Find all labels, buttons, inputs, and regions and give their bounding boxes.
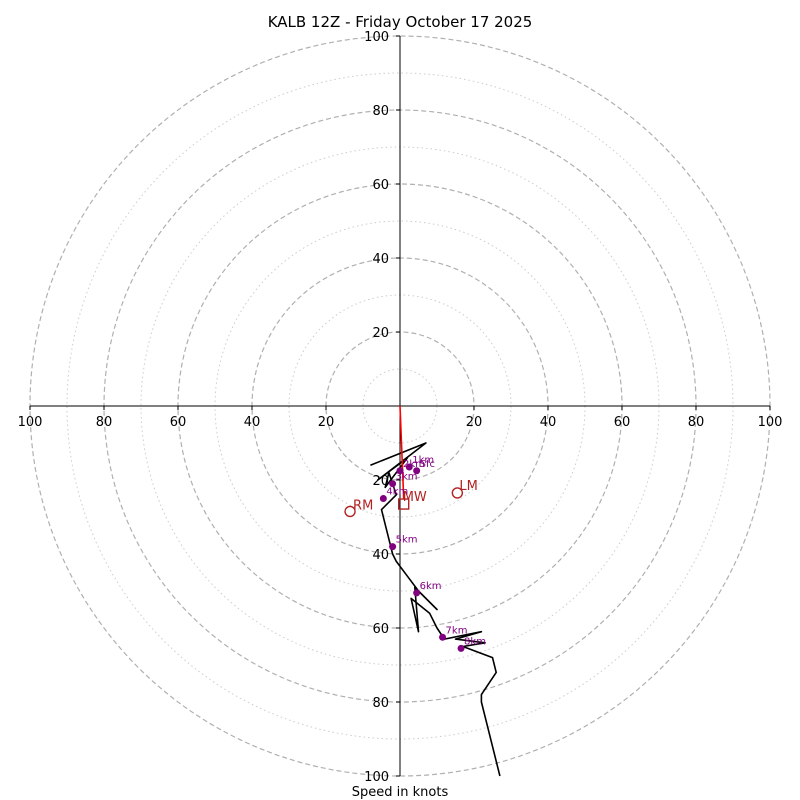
tick-label-top: 80 xyxy=(372,104,389,119)
height-marker-6km xyxy=(413,589,421,597)
tick-label-right: 20 xyxy=(466,415,483,430)
rm-marker xyxy=(344,505,356,518)
height-marker-1km xyxy=(405,463,413,471)
tick-label-right: 80 xyxy=(688,415,705,430)
x-axis-label: Speed in knots xyxy=(352,785,449,800)
storm-motion-line xyxy=(399,405,405,499)
mw-marker xyxy=(398,498,410,510)
tick-label-left: 40 xyxy=(244,415,261,430)
hodograph-trace xyxy=(370,442,501,777)
tick-label-right: 40 xyxy=(540,415,557,430)
height-marker-8km xyxy=(457,644,465,652)
tick-label-left: 20 xyxy=(318,415,335,430)
lm-marker xyxy=(451,487,464,499)
lm-label: LM xyxy=(459,479,477,494)
height-marker-3km xyxy=(389,480,397,488)
height-marker-5km xyxy=(389,543,397,551)
tick-label-left: 60 xyxy=(170,415,187,430)
mw-label: MW xyxy=(403,490,427,505)
tick-label-top: 100 xyxy=(364,30,389,45)
height-label-5km: 5km xyxy=(396,535,418,546)
tick-label-right: 100 xyxy=(758,415,783,430)
tick-label-top: 20 xyxy=(372,326,389,341)
height-marker-7km xyxy=(439,633,447,641)
height-label-1km: 1km xyxy=(412,455,434,466)
tick-label-bottom: 80 xyxy=(372,696,389,711)
hodograph-line xyxy=(370,442,501,777)
tick-labels: 20 40 60 80 100 100 80 60 40 20 100 80 60 40 20 20 40 60 8… xyxy=(18,30,783,785)
storm-motion: RM LM MW xyxy=(344,405,478,518)
rm-label: RM xyxy=(353,498,373,513)
chart-title: KALB 12Z - Friday October 17 2025 xyxy=(268,13,533,31)
height-label-7km: 7km xyxy=(446,625,468,636)
height-label-6km: 6km xyxy=(420,581,442,592)
height-label-sfc: Sfc xyxy=(420,459,435,470)
height-label-8km: 8km xyxy=(464,636,486,647)
height-marker-2km xyxy=(396,467,404,475)
tick-label-bottom: 40 xyxy=(372,548,389,563)
height-marker-4km xyxy=(379,495,387,502)
height-label-2km: 2km xyxy=(403,459,425,470)
tick-label-left: 100 xyxy=(18,415,43,430)
height-marker-sfc xyxy=(413,467,421,475)
tick-label-bottom: 100 xyxy=(364,770,389,785)
tick-label-left: 80 xyxy=(96,415,113,430)
tick-label-bottom: 60 xyxy=(372,622,389,637)
height-label-3km: 3km xyxy=(396,472,418,483)
tick-label-right: 60 xyxy=(614,415,631,430)
height-label-4km: 4km xyxy=(386,487,408,498)
tick-label-bottom: 20 xyxy=(372,474,389,489)
tick-label-top: 60 xyxy=(372,178,389,193)
tick-label-top: 40 xyxy=(372,252,389,267)
